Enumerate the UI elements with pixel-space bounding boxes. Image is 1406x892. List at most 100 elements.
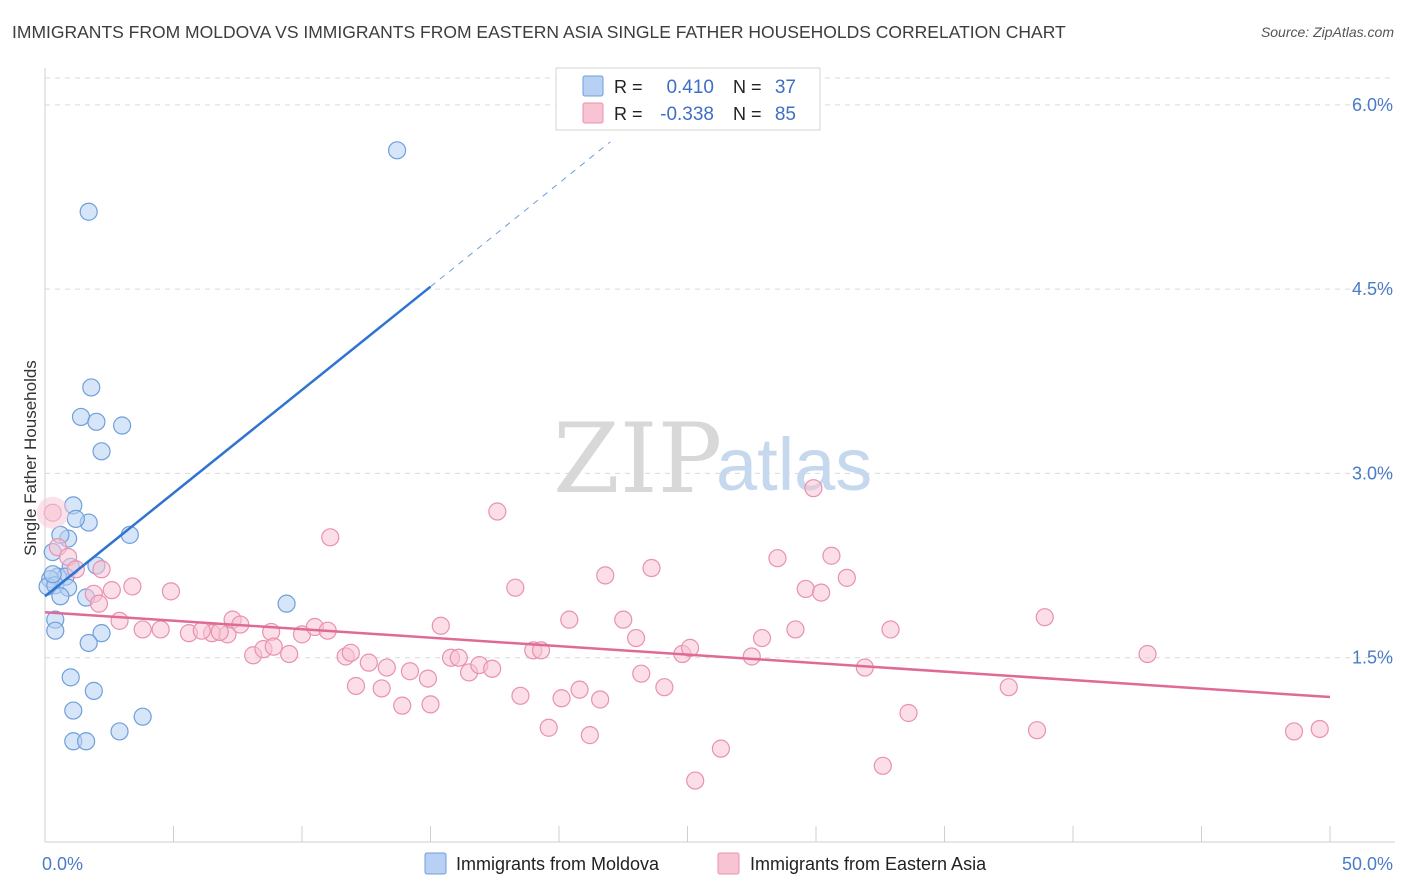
asia-point-6 (102, 581, 121, 600)
asia-point-69 (786, 620, 805, 639)
asia-point-27 (280, 644, 299, 664)
trend-lines (44, 141, 1331, 699)
series-asia-points (36, 479, 1329, 790)
asia-point-64 (686, 771, 705, 790)
asia-point-10 (110, 611, 129, 630)
asia-point-63 (680, 638, 700, 657)
asia-point-37 (418, 669, 438, 688)
asia-point-51 (552, 689, 571, 708)
asia-point-73 (822, 546, 841, 565)
watermark-zip: ZIP (553, 403, 722, 515)
moldova-trend-extension (430, 141, 611, 288)
moldova-point-0 (387, 141, 407, 160)
asia-point-31 (359, 653, 378, 672)
y-tick-label-1: 3.0% (1352, 463, 1393, 483)
moldova-point-5 (112, 416, 132, 435)
axes (44, 68, 1395, 843)
moldova-point-28 (79, 633, 98, 653)
asia-point-79 (999, 678, 1018, 697)
asia-point-83 (1284, 722, 1304, 741)
moldova-point-22 (51, 587, 70, 606)
moldova-point-35 (77, 732, 96, 751)
moldova-point-31 (64, 701, 83, 720)
asia-point-36 (400, 662, 420, 681)
moldova-trend-line (44, 285, 432, 598)
y-axis-title: Single Father Households (21, 360, 40, 556)
moldova-point-1 (79, 202, 98, 221)
asia-point-16 (210, 622, 229, 642)
legend-label-moldova: Immigrants from Moldova (456, 854, 660, 874)
asia-point-44 (483, 659, 502, 678)
asia-point-66 (742, 647, 761, 666)
correlation-r-label-asia: R = (614, 104, 643, 124)
asia-point-67 (752, 628, 772, 648)
correlation-swatch-moldova (582, 75, 604, 97)
legend-swatch-moldova (424, 852, 447, 875)
asia-point-8 (161, 582, 181, 601)
asia-point-35 (393, 696, 412, 715)
x-tick-label-0: 0.0% (42, 854, 83, 874)
asia-point-39 (431, 616, 450, 635)
correlation-n-label-asia: N = (733, 104, 762, 124)
asia-point-34 (377, 658, 396, 677)
asia-point-81 (1035, 608, 1054, 627)
correlation-n-value-moldova: 37 (775, 77, 796, 98)
asia-point-54 (580, 726, 599, 745)
tick-labels: 1.5% 3.0% 4.5% 6.0% 0.0% 50.0% (42, 95, 1393, 874)
asia-point-61 (655, 678, 674, 697)
asia-trend-line (44, 611, 1331, 699)
correlation-r-value-moldova: 0.410 (666, 77, 714, 98)
legend-swatch-asia (717, 852, 740, 875)
asia-point-3 (92, 560, 111, 579)
asia-point-65 (711, 739, 731, 758)
moldova-point-26 (46, 621, 65, 640)
asia-point-46 (506, 578, 525, 597)
moldova-point-36 (43, 565, 62, 584)
correlation-legend: R = 0.410 N = 37 R = -0.338 N = 85 (555, 67, 821, 131)
chart-title: IMMIGRANTS FROM MOLDOVA VS IMMIGRANTS FR… (12, 22, 1066, 42)
asia-point-28 (321, 528, 340, 547)
asia-point-32 (346, 676, 366, 696)
moldova-point-24 (277, 594, 296, 613)
correlation-r-value-asia: -0.338 (660, 104, 714, 125)
asia-point-12 (151, 620, 170, 639)
legend-label-asia: Immigrants from Eastern Asia (750, 854, 987, 874)
moldova-point-4 (87, 412, 106, 431)
asia-point-80 (1027, 721, 1047, 740)
moldova-point-2 (82, 378, 101, 397)
asia-point-large (36, 496, 69, 529)
series-moldova-points (38, 141, 407, 751)
asia-point-57 (614, 610, 633, 629)
moldova-point-33 (110, 722, 129, 741)
asia-point-68 (768, 549, 787, 568)
asia-point-50 (539, 718, 558, 737)
moldova-point-3 (71, 407, 91, 427)
correlation-n-value-asia: 85 (775, 104, 796, 125)
asia-point-77 (881, 620, 900, 639)
source-credit: Source: ZipAtlas.com (1260, 24, 1394, 40)
asia-point-38 (421, 695, 440, 714)
moldova-point-9 (66, 509, 85, 528)
correlation-swatch-asia (582, 102, 604, 124)
asia-point-9 (89, 594, 109, 613)
y-tick-label-3: 6.0% (1352, 95, 1393, 115)
asia-point-53 (570, 680, 589, 699)
asia-point-58 (626, 628, 646, 648)
y-tick-label-0: 1.5% (1352, 648, 1393, 668)
asia-point-41 (449, 648, 468, 667)
moldova-point-6 (92, 442, 111, 461)
moldova-point-32 (133, 707, 152, 726)
grid-lines (45, 77, 1395, 659)
asia-point-84 (1310, 719, 1329, 739)
asia-point-78 (899, 703, 918, 723)
asia-point-76 (873, 756, 892, 775)
asia-point-26 (264, 637, 283, 656)
moldova-point-29 (61, 668, 80, 687)
asia-point-7 (123, 577, 142, 596)
asia-point-55 (591, 690, 610, 709)
asia-point-70 (796, 579, 815, 599)
moldova-point-30 (84, 681, 103, 700)
asia-point-33 (372, 679, 391, 698)
asia-point-30 (341, 643, 360, 662)
asia-point-45 (488, 502, 507, 521)
